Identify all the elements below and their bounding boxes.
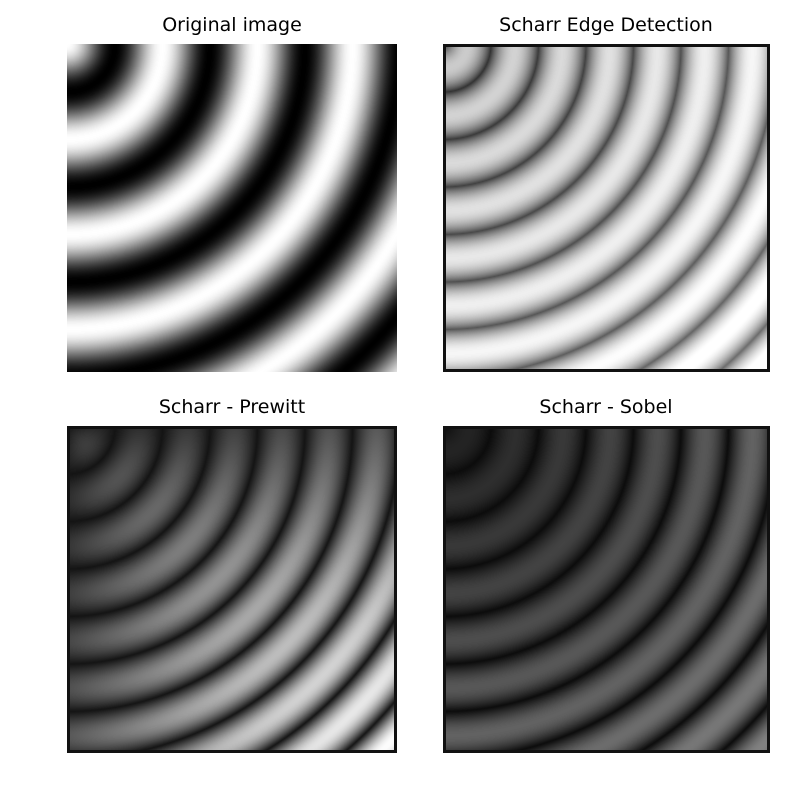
title-scharr-minus-prewitt: Scharr - Prewitt [158, 396, 306, 418]
panel-scharr-sobel [443, 426, 770, 753]
title-scharr: Scharr Edge Detection [499, 14, 713, 36]
title-original: Original image [162, 14, 302, 36]
original-image [67, 44, 397, 372]
panel-original-image [67, 44, 397, 372]
scharr-sobel-image [443, 426, 770, 753]
scharr-prewitt-image [67, 426, 397, 753]
panel-scharr-edge [443, 44, 770, 372]
title-scharr-minus-sobel: Scharr - Sobel [539, 396, 673, 418]
scharr-edge-image [443, 44, 770, 372]
panel-scharr-prewitt [67, 426, 397, 753]
